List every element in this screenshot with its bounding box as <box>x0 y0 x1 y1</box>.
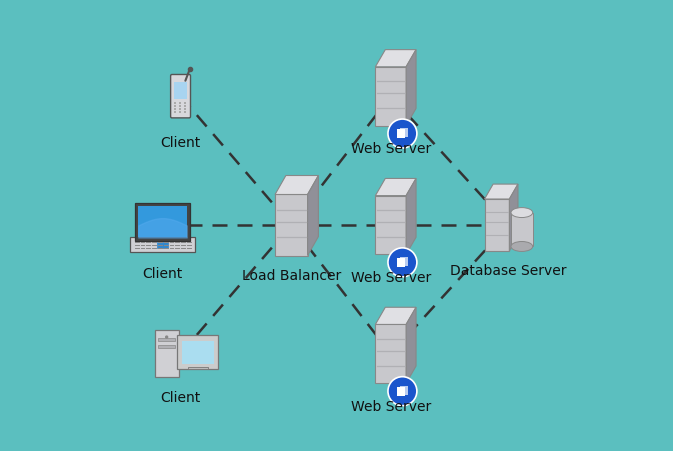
FancyBboxPatch shape <box>130 238 195 252</box>
Polygon shape <box>406 179 416 255</box>
Text: Load Balancer: Load Balancer <box>242 268 341 282</box>
Polygon shape <box>308 176 318 256</box>
FancyBboxPatch shape <box>184 112 186 114</box>
FancyBboxPatch shape <box>511 213 532 247</box>
FancyBboxPatch shape <box>400 258 408 267</box>
Circle shape <box>388 249 417 277</box>
FancyBboxPatch shape <box>376 68 406 126</box>
FancyBboxPatch shape <box>158 338 175 342</box>
FancyBboxPatch shape <box>171 75 190 119</box>
Polygon shape <box>275 176 318 195</box>
FancyBboxPatch shape <box>178 336 218 369</box>
Circle shape <box>388 120 417 149</box>
FancyBboxPatch shape <box>397 130 404 139</box>
FancyBboxPatch shape <box>179 106 181 108</box>
Polygon shape <box>406 51 416 126</box>
FancyBboxPatch shape <box>174 83 187 99</box>
FancyBboxPatch shape <box>174 112 176 114</box>
FancyBboxPatch shape <box>179 112 181 114</box>
Circle shape <box>388 377 417 406</box>
Polygon shape <box>509 184 518 251</box>
Ellipse shape <box>511 242 532 252</box>
FancyBboxPatch shape <box>135 203 190 242</box>
FancyBboxPatch shape <box>275 195 308 256</box>
FancyBboxPatch shape <box>400 129 408 138</box>
FancyBboxPatch shape <box>179 109 181 111</box>
FancyBboxPatch shape <box>397 387 404 396</box>
FancyBboxPatch shape <box>485 199 509 251</box>
Text: Web Server: Web Server <box>351 271 431 285</box>
Text: Client: Client <box>160 135 201 149</box>
Polygon shape <box>376 308 416 325</box>
Text: Client: Client <box>160 390 201 404</box>
FancyBboxPatch shape <box>184 103 186 105</box>
Text: Web Server: Web Server <box>351 399 431 413</box>
FancyBboxPatch shape <box>184 106 186 108</box>
FancyBboxPatch shape <box>138 207 186 238</box>
FancyBboxPatch shape <box>184 109 186 111</box>
Ellipse shape <box>511 208 532 218</box>
FancyBboxPatch shape <box>174 106 176 108</box>
FancyBboxPatch shape <box>376 325 406 383</box>
FancyBboxPatch shape <box>155 331 178 377</box>
FancyBboxPatch shape <box>400 386 408 395</box>
FancyBboxPatch shape <box>397 259 404 268</box>
Circle shape <box>165 336 168 339</box>
Polygon shape <box>376 51 416 68</box>
FancyBboxPatch shape <box>179 103 181 105</box>
FancyBboxPatch shape <box>174 109 176 111</box>
Polygon shape <box>376 179 416 196</box>
FancyBboxPatch shape <box>158 345 175 348</box>
Polygon shape <box>485 184 518 199</box>
FancyBboxPatch shape <box>174 103 176 105</box>
FancyBboxPatch shape <box>182 341 214 364</box>
FancyBboxPatch shape <box>157 243 168 249</box>
Polygon shape <box>406 308 416 383</box>
Text: Database Server: Database Server <box>450 264 567 278</box>
Text: Web Server: Web Server <box>351 142 431 156</box>
Text: Client: Client <box>143 266 182 280</box>
FancyBboxPatch shape <box>376 196 406 255</box>
FancyBboxPatch shape <box>188 368 208 370</box>
